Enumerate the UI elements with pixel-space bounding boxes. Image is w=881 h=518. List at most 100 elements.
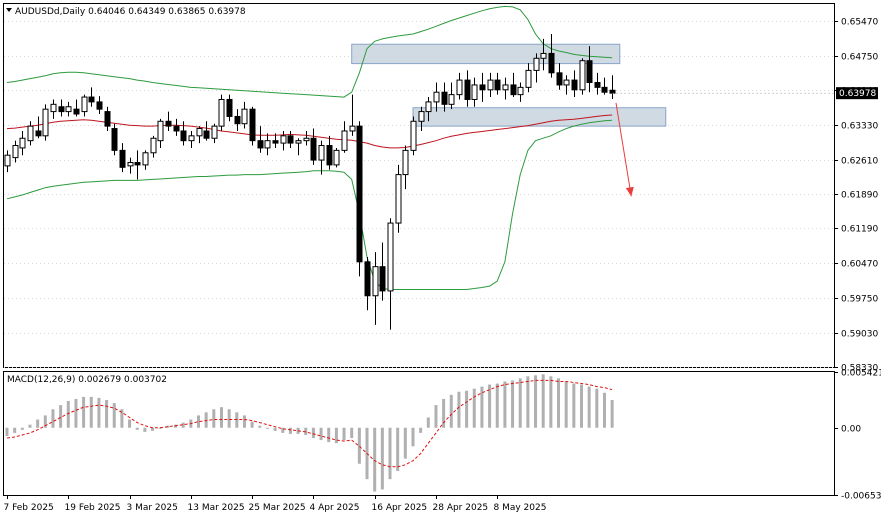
candle[interactable]	[387, 218, 394, 330]
candle[interactable]	[318, 140, 325, 175]
candle[interactable]	[601, 77, 608, 95]
candle[interactable]	[295, 138, 302, 156]
candle[interactable]	[326, 135, 333, 170]
candle[interactable]	[471, 77, 478, 107]
candles[interactable]	[4, 34, 616, 330]
macd-bar	[388, 427, 392, 480]
candle[interactable]	[556, 63, 563, 90]
candle[interactable]	[433, 82, 440, 112]
candle[interactable]	[533, 53, 540, 83]
candle[interactable]	[241, 101, 248, 129]
candle[interactable]	[372, 252, 379, 325]
candle[interactable]	[165, 111, 172, 131]
candle[interactable]	[4, 150, 11, 173]
candle[interactable]	[58, 99, 65, 117]
candle[interactable]	[510, 72, 517, 98]
forecast-arrow[interactable]	[615, 102, 634, 197]
candle[interactable]	[226, 94, 233, 122]
candle[interactable]	[27, 121, 34, 146]
candle[interactable]	[379, 242, 386, 301]
candle[interactable]	[425, 97, 432, 122]
candle[interactable]	[73, 99, 80, 117]
candle[interactable]	[272, 133, 279, 148]
bull-candle-body	[188, 135, 195, 142]
candle[interactable]	[333, 147, 340, 168]
candle[interactable]	[264, 133, 271, 156]
candle[interactable]	[395, 164, 402, 233]
candle[interactable]	[364, 256, 371, 311]
candle[interactable]	[12, 140, 19, 163]
candle[interactable]	[211, 123, 218, 144]
bull-candle-body	[12, 145, 19, 159]
candle[interactable]	[142, 150, 149, 170]
candle[interactable]	[410, 116, 417, 156]
candle[interactable]	[341, 121, 348, 153]
price-tick-label: 0.58330	[841, 364, 878, 374]
candle[interactable]	[494, 72, 501, 95]
candle[interactable]	[479, 72, 486, 102]
candle[interactable]	[127, 157, 134, 174]
candle[interactable]	[111, 123, 118, 156]
candle[interactable]	[35, 116, 42, 139]
bull-candle-body	[341, 130, 348, 151]
candle[interactable]	[303, 130, 310, 146]
macd-bar	[43, 415, 47, 428]
bear-candle-body	[111, 128, 118, 151]
candle[interactable]	[88, 87, 95, 107]
candle[interactable]	[234, 109, 241, 131]
bear-candle-body	[464, 79, 471, 100]
bull-candle-body	[540, 52, 547, 59]
candle[interactable]	[65, 101, 72, 117]
candle[interactable]	[487, 72, 494, 98]
candle[interactable]	[540, 38, 547, 71]
candle[interactable]	[448, 82, 455, 110]
candle[interactable]	[356, 121, 363, 277]
collapse-triangle-icon[interactable]	[6, 8, 12, 12]
candle[interactable]	[19, 130, 26, 156]
candle[interactable]	[257, 126, 264, 153]
candle[interactable]	[502, 77, 509, 100]
candle[interactable]	[249, 106, 256, 146]
bull-candle-body	[333, 149, 340, 166]
candle[interactable]	[586, 46, 593, 93]
candle[interactable]	[157, 118, 164, 148]
bear-candle-body	[494, 79, 501, 91]
candle[interactable]	[441, 82, 448, 112]
candle[interactable]	[310, 128, 317, 165]
candle[interactable]	[196, 126, 203, 144]
candle[interactable]	[203, 121, 210, 141]
macd-bar	[304, 427, 308, 435]
candle[interactable]	[456, 72, 463, 100]
candle[interactable]	[548, 34, 555, 78]
candle[interactable]	[418, 106, 425, 131]
candle[interactable]	[402, 145, 409, 190]
macd-bar	[273, 427, 277, 431]
candle[interactable]	[218, 94, 225, 131]
candle[interactable]	[50, 99, 57, 119]
candle[interactable]	[280, 130, 287, 151]
macd-bar	[602, 392, 606, 428]
candle[interactable]	[464, 70, 471, 107]
candle[interactable]	[96, 96, 103, 115]
candle[interactable]	[517, 82, 524, 102]
candle[interactable]	[287, 130, 294, 148]
candle[interactable]	[173, 118, 180, 136]
candle[interactable]	[150, 135, 157, 158]
candle[interactable]	[571, 70, 578, 98]
candle[interactable]	[119, 143, 126, 173]
candle[interactable]	[180, 121, 187, 146]
candle[interactable]	[594, 72, 601, 95]
candle[interactable]	[579, 58, 586, 95]
bull-candle-body	[157, 120, 164, 142]
candle[interactable]	[349, 94, 356, 136]
macd-bar	[610, 399, 614, 428]
macd-bar	[557, 378, 561, 428]
candle[interactable]	[563, 75, 570, 95]
candle[interactable]	[188, 130, 195, 148]
candle[interactable]	[81, 94, 88, 117]
candle[interactable]	[134, 150, 141, 180]
candle[interactable]	[525, 63, 532, 93]
candle[interactable]	[42, 104, 49, 141]
candle[interactable]	[104, 106, 111, 131]
